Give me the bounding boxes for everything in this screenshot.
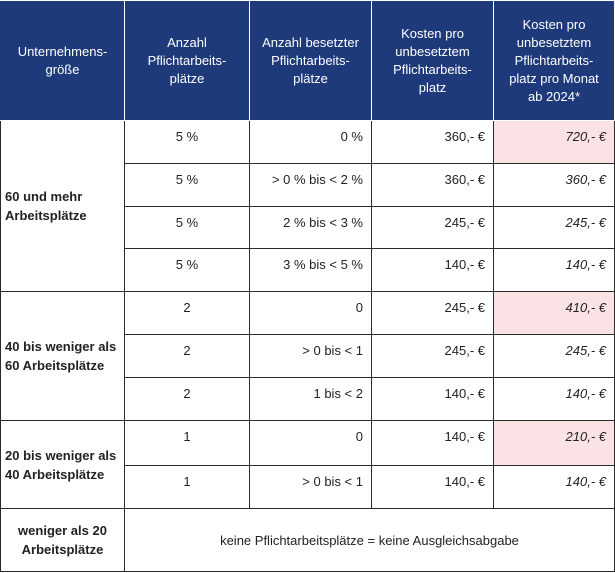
- group-label-line: Arbeitsplätze: [21, 542, 104, 557]
- header-line: platz: [418, 79, 447, 95]
- table-row: 2 1 bis < 2 140,- € 140,- €: [1, 377, 615, 421]
- filled-cell: 2 % bis < 3 %: [249, 206, 372, 249]
- table-row-no-quota: weniger als 20 Arbeitsplätze keine Pflic…: [0, 508, 615, 572]
- group-label-line: weniger als 20: [18, 523, 107, 538]
- cost-cell: 245,- €: [371, 291, 494, 335]
- cost-2024-cell: 360,- €: [493, 163, 615, 207]
- quota-cell: 2: [124, 291, 250, 335]
- filled-cell: 0: [249, 291, 372, 335]
- group-label-20-to-40: 20 bis weniger als 40 Arbeitsplätze: [0, 420, 125, 509]
- header-line: Pflichtarbeits-: [514, 52, 594, 68]
- header-line: Anzahl besetzter: [262, 34, 359, 50]
- cost-2024-cell-highlighted: 720,- €: [493, 120, 615, 164]
- header-line: Unternehmens-: [17, 43, 108, 59]
- header-cost-2024: Kosten pro unbesetztem Pflichtarbeits- p…: [493, 0, 615, 121]
- filled-cell: 3 % bis < 5 %: [249, 248, 372, 292]
- cost-2024-cell: 140,- €: [493, 465, 615, 509]
- group-label-40-to-60: 40 bis weniger als 60 Arbeitsplätze: [0, 291, 125, 421]
- cost-2024-cell-highlighted: 210,- €: [493, 420, 615, 466]
- no-quota-note: keine Pflichtarbeitsplätze = keine Ausgl…: [124, 508, 615, 572]
- group-label-line: 40 bis weniger als: [5, 339, 117, 354]
- quota-cell: 5 %: [124, 248, 250, 292]
- header-quota: Anzahl Pflichtarbeits- plätze: [124, 0, 250, 121]
- cost-cell: 140,- €: [371, 420, 494, 466]
- quota-cell: 1: [124, 420, 250, 466]
- group-label-line: Arbeitsplätze: [5, 208, 87, 223]
- filled-cell: 1 bis < 2: [249, 377, 372, 421]
- quota-cell: 2: [124, 377, 250, 421]
- header-line: Kosten pro: [522, 16, 586, 32]
- header-line: platz pro Monat: [509, 70, 599, 86]
- header-line: Pflichtarbeits-: [271, 52, 350, 68]
- cost-cell: 245,- €: [371, 334, 494, 378]
- header-line: plätze: [169, 70, 205, 86]
- group-label-line: 60 und mehr: [5, 189, 83, 204]
- header-line: Anzahl: [167, 34, 207, 50]
- filled-cell: > 0 % bis < 2 %: [249, 163, 372, 207]
- header-line: Pflichtarbeits-: [147, 52, 227, 68]
- table-row: 60 und mehr Arbeitsplätze 5 % 0 % 360,- …: [0, 120, 615, 292]
- cost-cell: 140,- €: [371, 465, 494, 509]
- cost-cell: 360,- €: [371, 163, 494, 207]
- table-row: 1 > 0 bis < 1 140,- € 140,- €: [1, 465, 615, 509]
- table-row: 40 bis weniger als 60 Arbeitsplätze 2 0 …: [0, 291, 615, 421]
- quota-cell: 5 %: [124, 163, 250, 207]
- group-label-line: 20 bis weniger als: [5, 447, 117, 463]
- quota-cell: 1: [124, 465, 250, 509]
- group-label-under-20: weniger als 20 Arbeitsplätze: [0, 508, 125, 572]
- table-row: 5 % 3 % bis < 5 % 140,- € 140,- €: [1, 248, 615, 292]
- filled-cell: > 0 bis < 1: [249, 465, 372, 509]
- cost-2024-cell: 245,- €: [493, 206, 615, 249]
- header-company-size: Unternehmens- größe: [0, 0, 125, 121]
- cost-2024-cell: 245,- €: [493, 334, 615, 378]
- quota-cell: 2: [124, 334, 250, 378]
- cost-2024-cell-highlighted: 410,- €: [493, 291, 615, 335]
- header-line: plätze: [293, 70, 328, 86]
- header-line: größe: [45, 61, 80, 77]
- cost-cell: 360,- €: [371, 120, 494, 164]
- filled-cell: 0: [249, 420, 372, 466]
- quota-cell: 5 %: [124, 206, 250, 249]
- header-filled: Anzahl besetzter Pflichtarbeits- plätze: [249, 0, 372, 121]
- header-line: ab 2024*: [527, 88, 581, 104]
- cost-cell: 245,- €: [371, 206, 494, 249]
- header-row: Unternehmens- größe Anzahl Pflichtarbeit…: [0, 0, 615, 121]
- group-label-60-plus: 60 und mehr Arbeitsplätze: [0, 120, 125, 292]
- table-row: 20 bis weniger als 40 Arbeitsplätze 1 0 …: [0, 420, 615, 509]
- cost-2024-cell: 140,- €: [493, 377, 615, 421]
- filled-cell: 0 %: [249, 120, 372, 164]
- filled-cell: > 0 bis < 1: [249, 334, 372, 378]
- group-label-line: 40 Arbeitsplätze: [5, 466, 105, 482]
- table-row: 5 % 2 % bis < 3 % 245,- € 245,- €: [1, 206, 615, 249]
- header-line: Kosten pro: [401, 25, 464, 41]
- header-line: unbesetztem: [395, 43, 470, 59]
- header-line: unbesetztem: [516, 34, 592, 50]
- cost-2024-cell: 140,- €: [493, 248, 615, 292]
- quota-cell: 5 %: [124, 120, 250, 164]
- cost-cell: 140,- €: [371, 248, 494, 292]
- group-label-line: 60 Arbeitsplätze: [5, 358, 105, 373]
- header-cost: Kosten pro unbesetztem Pflichtarbeits- p…: [371, 0, 494, 121]
- cost-cell: 140,- €: [371, 377, 494, 421]
- table-row: 5 % > 0 % bis < 2 % 360,- € 360,- €: [1, 163, 615, 207]
- header-line: Pflichtarbeits-: [393, 61, 472, 77]
